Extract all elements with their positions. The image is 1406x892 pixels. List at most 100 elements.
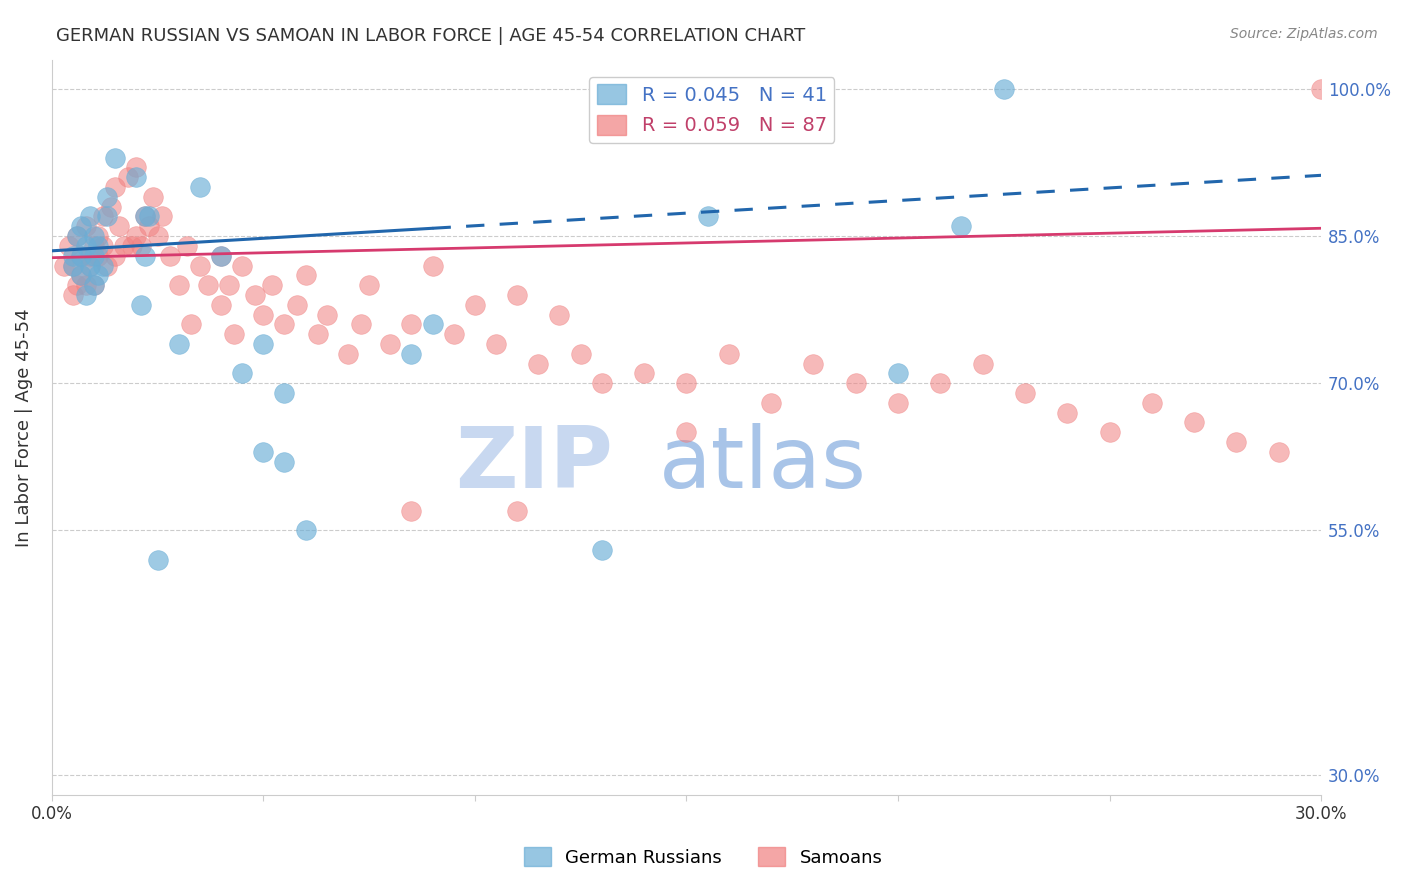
Point [62, 288, 84, 302]
Point [134, 210, 156, 224]
Point [58, 239, 80, 253]
Point [273, 455, 295, 469]
Point [209, 249, 232, 263]
Point [209, 249, 232, 263]
Point [887, 396, 910, 410]
Point [87, 229, 110, 244]
Point [167, 337, 190, 351]
Point [167, 278, 190, 293]
Point [401, 504, 423, 518]
Point [1182, 416, 1205, 430]
Point [87, 239, 110, 253]
Point [506, 504, 529, 518]
Point [993, 82, 1015, 96]
Point [79, 249, 101, 263]
Point [336, 347, 359, 361]
Point [285, 298, 308, 312]
Point [91, 259, 114, 273]
Point [231, 367, 253, 381]
Text: atlas: atlas [658, 423, 866, 506]
Point [527, 357, 550, 371]
Point [112, 239, 135, 253]
Point [506, 288, 529, 302]
Point [218, 278, 240, 293]
Point [222, 327, 245, 342]
Point [176, 239, 198, 253]
Point [100, 200, 122, 214]
Text: ZIP: ZIP [456, 423, 613, 506]
Point [464, 298, 486, 312]
Point [125, 170, 148, 185]
Point [62, 259, 84, 273]
Point [138, 219, 160, 234]
Point [66, 229, 89, 244]
Point [125, 161, 148, 175]
Point [349, 318, 371, 332]
Point [70, 219, 93, 234]
Point [83, 229, 105, 244]
Point [307, 327, 329, 342]
Point [138, 210, 160, 224]
Point [129, 298, 152, 312]
Point [117, 170, 139, 185]
Point [252, 308, 274, 322]
Point [79, 259, 101, 273]
Point [485, 337, 508, 351]
Point [62, 249, 84, 263]
Point [887, 367, 910, 381]
Point [180, 318, 202, 332]
Point [675, 425, 697, 440]
Point [62, 259, 84, 273]
Point [252, 445, 274, 459]
Point [675, 376, 697, 391]
Point [188, 259, 211, 273]
Point [401, 318, 423, 332]
Point [150, 210, 173, 224]
Point [75, 288, 97, 302]
Point [91, 239, 114, 253]
Point [70, 249, 93, 263]
Point [315, 308, 337, 322]
Point [75, 219, 97, 234]
Point [294, 524, 316, 538]
Point [696, 210, 718, 224]
Point [96, 259, 118, 273]
Point [359, 278, 381, 293]
Point [104, 249, 127, 263]
Point [146, 229, 169, 244]
Point [972, 357, 994, 371]
Point [146, 552, 169, 566]
Point [209, 298, 232, 312]
Point [801, 357, 824, 371]
Point [121, 239, 143, 253]
Point [104, 151, 127, 165]
Text: GERMAN RUSSIAN VS SAMOAN IN LABOR FORCE | AGE 45-54 CORRELATION CHART: GERMAN RUSSIAN VS SAMOAN IN LABOR FORCE … [56, 27, 806, 45]
Point [96, 190, 118, 204]
Point [569, 347, 592, 361]
Point [252, 337, 274, 351]
Point [159, 249, 181, 263]
Point [1140, 396, 1163, 410]
Point [759, 396, 782, 410]
Point [142, 190, 165, 204]
Point [83, 278, 105, 293]
Point [1098, 425, 1121, 440]
Point [87, 249, 110, 263]
Legend: German Russians, Samoans: German Russians, Samoans [516, 840, 890, 874]
Text: Source: ZipAtlas.com: Source: ZipAtlas.com [1230, 27, 1378, 41]
Point [104, 180, 127, 194]
Point [53, 259, 76, 273]
Point [591, 542, 613, 557]
Point [1267, 445, 1289, 459]
Point [1014, 386, 1036, 401]
Point [79, 259, 101, 273]
Point [1225, 435, 1247, 450]
Point [83, 249, 105, 263]
Point [134, 249, 156, 263]
Point [134, 210, 156, 224]
Point [443, 327, 465, 342]
Point [70, 268, 93, 283]
Point [188, 180, 211, 194]
Point [66, 229, 89, 244]
Point [66, 278, 89, 293]
